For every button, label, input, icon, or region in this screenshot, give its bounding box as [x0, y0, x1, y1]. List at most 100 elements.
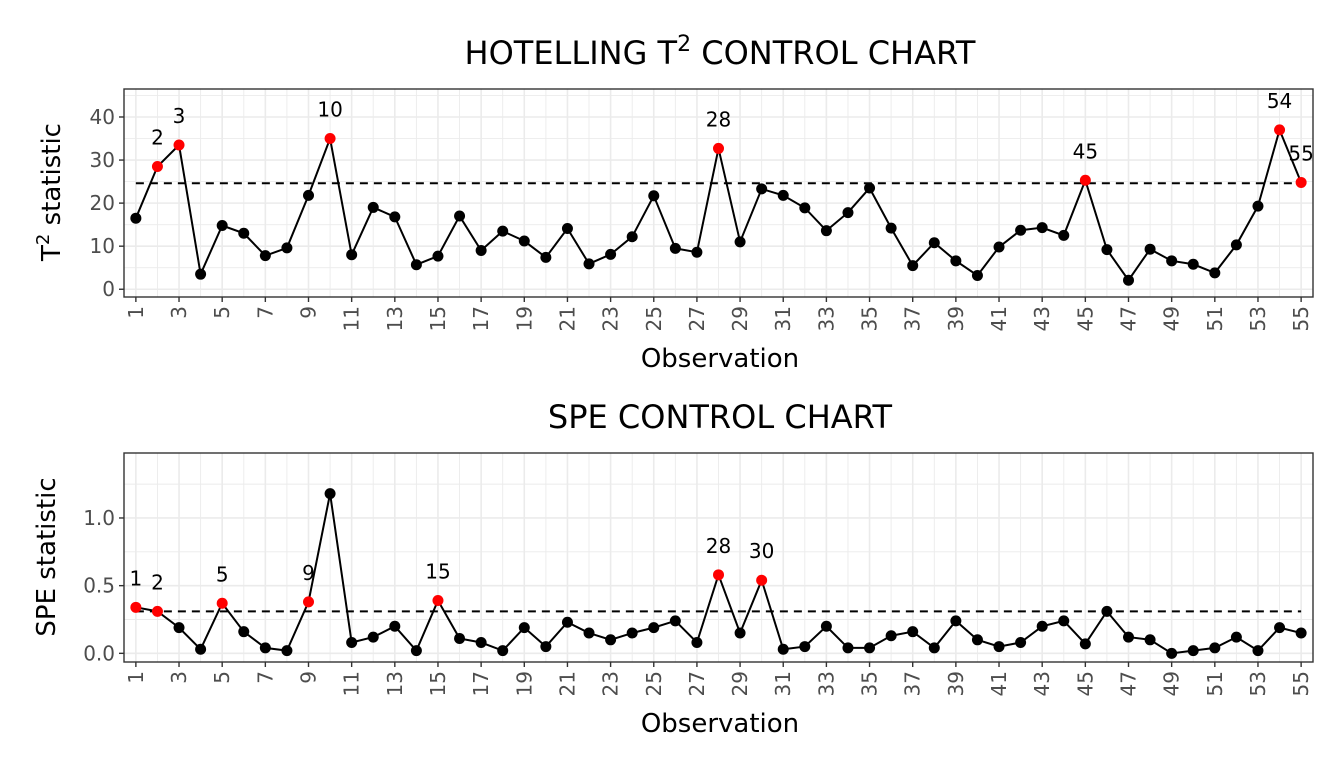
t2-data-point	[605, 248, 617, 260]
t2-x-tick-label: 53	[1246, 306, 1270, 331]
spe-data-point	[1015, 637, 1027, 649]
spe-data-point	[669, 615, 681, 627]
spe-x-tick-label: 13	[383, 671, 407, 696]
t2-data-point	[971, 269, 983, 281]
spe-data-point	[410, 645, 422, 657]
spe-data-point	[1230, 631, 1242, 643]
spe-x-tick-label: 15	[426, 671, 450, 696]
t2-panel-border	[123, 88, 1314, 298]
t2-x-tick-label: 1	[124, 306, 148, 319]
spe-point-labels: 1 2 5 9 15 28 30	[130, 534, 775, 595]
spe-x-tick-label: 5	[210, 671, 234, 684]
t2-data-point	[756, 183, 768, 195]
spe-data-point	[454, 632, 466, 644]
t2-data-point-out-of-control	[324, 133, 336, 145]
t2-data-point-out-of-control	[713, 142, 724, 154]
t2-data-point	[864, 182, 876, 194]
spe-data-point	[626, 627, 638, 639]
t2-data-point	[734, 236, 746, 248]
t2-x-tick-label: 19	[512, 306, 536, 331]
t2-data-point	[583, 258, 595, 270]
t2-y-tick-label: 40	[90, 105, 115, 129]
spe-x-tick-label: 55	[1289, 671, 1313, 696]
spe-data-point	[518, 622, 530, 634]
spe-x-tick-label: 43	[1030, 671, 1054, 696]
spe-data-point	[1252, 645, 1264, 657]
spe-y-tick-label: 1.0	[83, 506, 115, 530]
spe-data-point	[734, 627, 746, 639]
t2-data-point-out-of-control	[1274, 124, 1286, 136]
spe-point-label: 1	[130, 566, 143, 590]
spe-data-point	[842, 642, 854, 654]
t2-x-tick-label: 49	[1160, 306, 1184, 331]
t2-data-point	[346, 249, 358, 261]
spe-x-tick-label: 17	[469, 671, 493, 696]
t2-data-point	[130, 212, 142, 224]
t2-y-axis: 0 10 20 30 40	[90, 105, 124, 301]
spe-data-point	[1079, 638, 1091, 650]
spe-x-tick-label: 53	[1246, 671, 1270, 696]
spe-x-tick-label: 3	[167, 671, 191, 684]
spe-data-point	[1101, 605, 1113, 617]
t2-data-point	[993, 241, 1005, 253]
spe-data-point	[1166, 647, 1178, 659]
spe-data-point	[1144, 634, 1156, 646]
spe-x-tick-label: 35	[858, 671, 882, 696]
spe-y-axis-title: SPE statistic	[32, 477, 62, 636]
t2-x-tick-label: 45	[1073, 306, 1097, 331]
t2-y-tick-label: 0	[102, 277, 115, 301]
spe-x-tick-label: 33	[814, 671, 838, 696]
spe-data-point	[173, 622, 185, 634]
spe-data-point	[195, 643, 207, 655]
t2-x-tick-label: 35	[858, 306, 882, 331]
t2-data-point	[1187, 258, 1199, 270]
spe-data-point	[864, 642, 876, 654]
t2-data-point	[454, 210, 466, 222]
t2-data-point	[195, 268, 207, 280]
t2-data-point	[561, 223, 573, 235]
t2-x-tick-label: 31	[771, 306, 795, 331]
t2-y-tick-label: 10	[90, 234, 115, 258]
spe-data-point	[1209, 642, 1221, 654]
t2-data-point	[907, 260, 919, 272]
spe-data-point	[1187, 645, 1199, 657]
spe-data-point	[540, 641, 552, 653]
t2-data-point	[928, 237, 940, 249]
spe-point-label: 28	[706, 534, 731, 558]
t2-x-tick-label: 15	[426, 306, 450, 331]
spe-x-tick-label: 41	[987, 671, 1011, 696]
spe-data-point-out-of-control	[130, 601, 142, 613]
t2-point-label: 10	[317, 98, 342, 122]
t2-data-points	[130, 124, 1307, 286]
spe-y-tick-label: 0.5	[83, 574, 115, 598]
t2-data-point	[1036, 222, 1048, 234]
t2-point-label: 54	[1267, 89, 1292, 113]
spe-data-point	[238, 626, 250, 638]
spe-data-point	[475, 637, 487, 649]
spe-data-point	[583, 627, 595, 639]
t2-x-tick-label: 9	[297, 306, 321, 319]
t2-data-point	[1252, 200, 1264, 212]
t2-data-point	[475, 244, 487, 256]
t2-x-tick-label: 37	[901, 306, 925, 331]
t2-data-point	[238, 227, 250, 239]
t2-point-label: 3	[173, 104, 186, 128]
t2-y-tick-label: 20	[90, 191, 115, 215]
t2-data-point	[1144, 243, 1156, 255]
t2-data-point	[626, 231, 638, 243]
spe-data-point	[799, 641, 811, 653]
spe-data-point	[1274, 622, 1286, 634]
t2-data-point-out-of-control	[151, 161, 163, 173]
t2-x-tick-label: 17	[469, 306, 493, 331]
spe-x-tick-label: 29	[728, 671, 752, 696]
t2-data-point	[1166, 255, 1178, 267]
spe-point-label: 5	[216, 562, 229, 586]
t2-point-label: 45	[1073, 139, 1098, 163]
spe-x-tick-label: 37	[901, 671, 925, 696]
spe-chart-title: SPE CONTROL CHART	[548, 398, 893, 436]
spe-x-tick-label: 31	[771, 671, 795, 696]
t2-point-label: 2	[151, 126, 164, 150]
spe-x-tick-label: 21	[555, 671, 579, 696]
t2-data-point	[259, 250, 271, 262]
t2-chart: HOTELLING T2 CONTROL CHART 23 10 28455455 …	[33, 32, 1314, 374]
